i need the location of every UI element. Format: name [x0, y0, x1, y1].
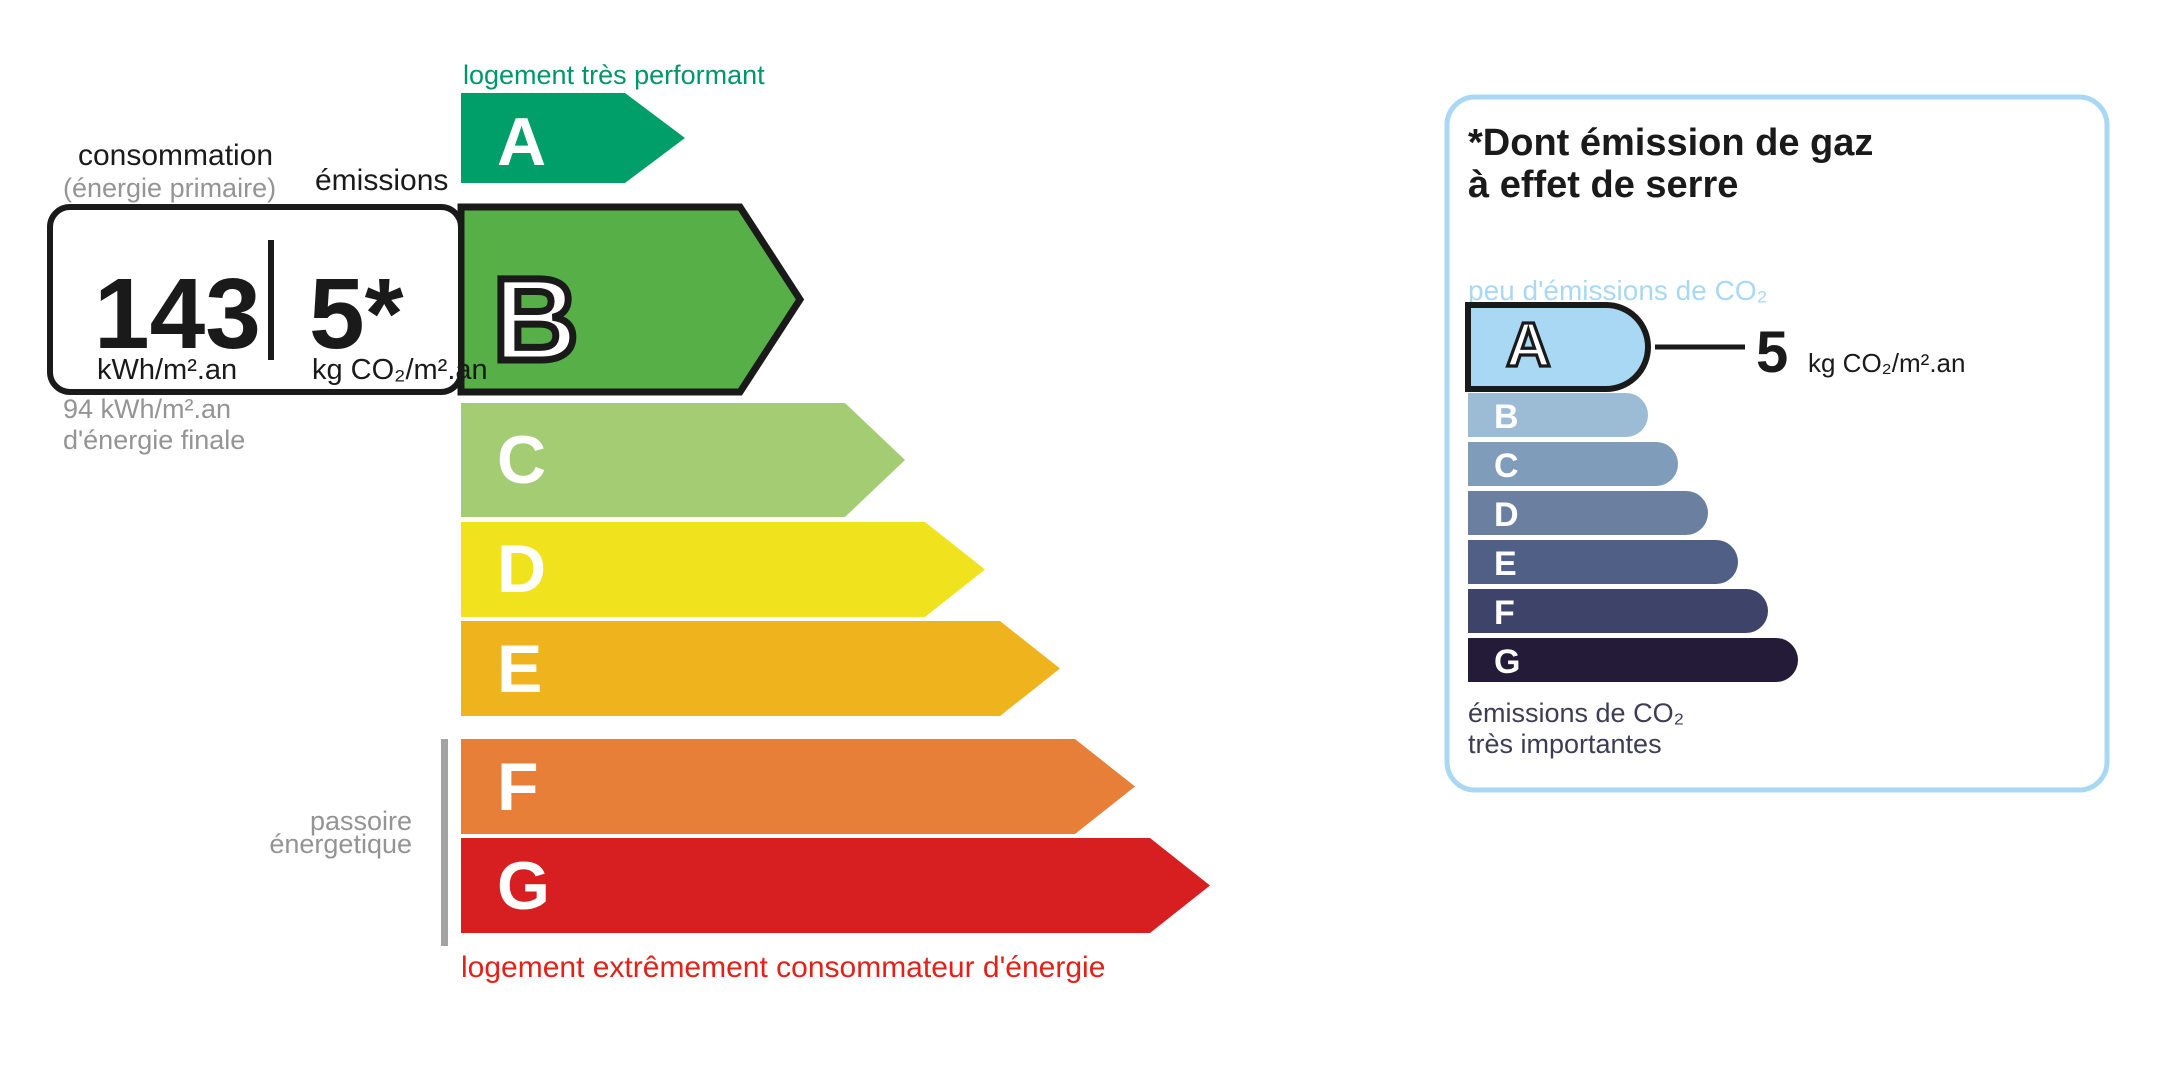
svg-text:logement très performant: logement très performant: [463, 60, 765, 90]
svg-text:B: B: [1494, 398, 1519, 436]
svg-text:C: C: [497, 422, 546, 498]
svg-text:5: 5: [1756, 320, 1788, 385]
svg-text:D: D: [1494, 496, 1519, 534]
svg-text:*Dont émission de gaz: *Dont émission de gaz: [1468, 122, 1873, 164]
svg-text:G: G: [497, 848, 550, 924]
svg-text:F: F: [497, 749, 539, 825]
svg-text:kg CO₂/m².an: kg CO₂/m².an: [1808, 348, 1965, 378]
svg-text:C: C: [1494, 447, 1519, 485]
svg-text:A: A: [1506, 311, 1551, 380]
svg-text:D: D: [497, 531, 546, 607]
svg-text:F: F: [1494, 594, 1515, 632]
svg-text:peu d'émissions de CO₂: peu d'émissions de CO₂: [1468, 275, 1767, 306]
svg-text:kWh/m².an: kWh/m².an: [97, 354, 237, 386]
svg-text:kg CO₂/m².an: kg CO₂/m².an: [312, 354, 488, 386]
svg-text:émissions: émissions: [315, 164, 448, 197]
svg-text:très importantes: très importantes: [1468, 729, 1662, 759]
svg-text:E: E: [1494, 545, 1517, 583]
svg-text:émissions de CO₂: émissions de CO₂: [1468, 698, 1684, 728]
svg-text:A: A: [497, 104, 546, 180]
svg-text:logement extrêmement consommat: logement extrêmement consommateur d'éner…: [461, 951, 1105, 984]
svg-text:énergetique: énergetique: [269, 829, 412, 859]
svg-text:G: G: [1494, 643, 1520, 681]
svg-text:E: E: [497, 631, 542, 707]
svg-text:à effet de serre: à effet de serre: [1468, 164, 1738, 206]
svg-text:94 kWh/m².an: 94 kWh/m².an: [63, 394, 231, 424]
svg-text:consommation: consommation: [78, 139, 273, 172]
svg-text:B: B: [493, 254, 578, 386]
svg-text:(énergie primaire): (énergie primaire): [63, 173, 276, 203]
svg-text:d'énergie finale: d'énergie finale: [63, 425, 245, 455]
